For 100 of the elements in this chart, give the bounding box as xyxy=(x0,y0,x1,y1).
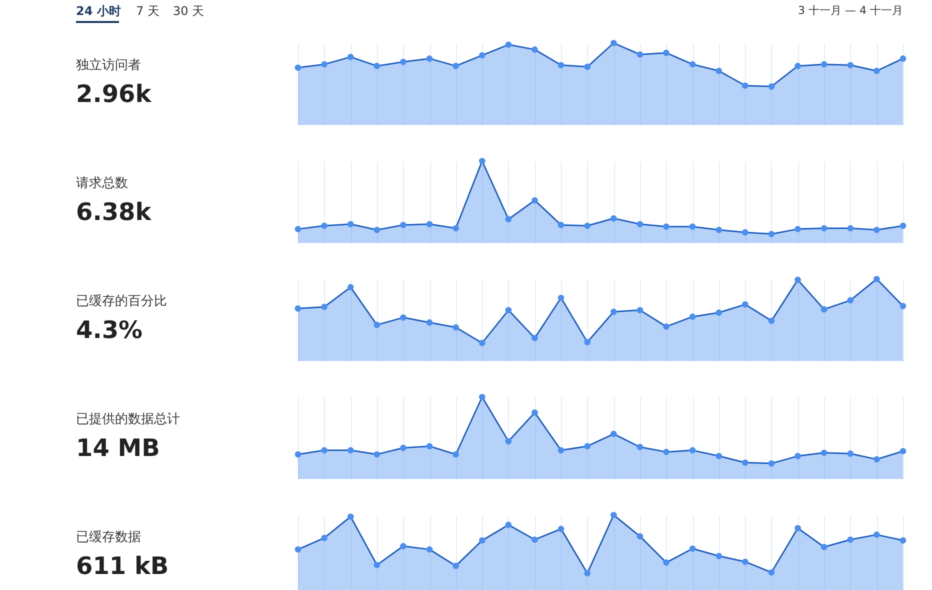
y-axis-title: 已缓存的百分比 xyxy=(76,294,167,309)
point xyxy=(636,533,644,540)
point xyxy=(874,532,880,538)
point xyxy=(400,58,406,66)
point xyxy=(742,229,748,236)
point xyxy=(636,51,644,58)
text: 2.96k xyxy=(76,80,152,108)
y-axis-title: 独立访问者 xyxy=(76,57,141,73)
point xyxy=(610,430,617,438)
point xyxy=(874,456,880,462)
point xyxy=(636,307,644,314)
point xyxy=(689,545,696,552)
point xyxy=(321,534,328,542)
point xyxy=(400,543,406,550)
point xyxy=(847,536,854,543)
point xyxy=(768,569,775,576)
point xyxy=(663,323,670,330)
point xyxy=(294,226,302,232)
y-axis-title: 已缓存数据 xyxy=(76,530,141,545)
point xyxy=(663,559,670,566)
point xyxy=(768,83,775,90)
point xyxy=(374,562,380,568)
point xyxy=(636,444,644,450)
point xyxy=(452,62,459,70)
text: 7 天 xyxy=(136,4,160,18)
point xyxy=(742,301,748,308)
point xyxy=(900,537,906,544)
point xyxy=(847,225,854,232)
point xyxy=(584,222,591,229)
point xyxy=(820,306,828,312)
point xyxy=(847,297,854,304)
point xyxy=(584,64,591,70)
point xyxy=(768,230,775,238)
point xyxy=(584,570,591,576)
point xyxy=(347,513,354,520)
point xyxy=(532,536,538,543)
point xyxy=(663,50,670,56)
point xyxy=(794,452,801,460)
point xyxy=(452,562,459,569)
point xyxy=(478,394,486,400)
point xyxy=(610,308,617,315)
point xyxy=(689,223,696,230)
point xyxy=(689,314,696,320)
point xyxy=(505,41,512,48)
point xyxy=(900,448,906,454)
point xyxy=(505,216,512,222)
point xyxy=(820,225,828,232)
point xyxy=(347,220,354,228)
text: 30 天 xyxy=(173,4,204,18)
point xyxy=(558,526,564,532)
point xyxy=(716,68,722,74)
point xyxy=(689,447,696,454)
point xyxy=(900,222,906,229)
point xyxy=(347,284,354,290)
point xyxy=(794,276,801,283)
point xyxy=(426,319,433,326)
point xyxy=(874,226,880,234)
point xyxy=(294,64,302,71)
point xyxy=(558,447,564,454)
text: 3 十一月 — 4 十一月 xyxy=(798,4,903,17)
y-axis-title: 请求总数 xyxy=(76,176,128,191)
point xyxy=(374,62,380,70)
point xyxy=(636,220,644,228)
point xyxy=(742,558,748,565)
point xyxy=(374,322,380,328)
point xyxy=(478,340,486,346)
point xyxy=(532,197,538,204)
point xyxy=(716,452,722,460)
point xyxy=(294,546,302,553)
point xyxy=(558,294,564,302)
point xyxy=(505,522,512,528)
point xyxy=(820,544,828,550)
point xyxy=(505,307,512,314)
point xyxy=(532,46,538,53)
point xyxy=(478,52,486,58)
point xyxy=(663,223,670,230)
point xyxy=(294,305,302,312)
point xyxy=(321,61,328,68)
point xyxy=(505,438,512,444)
point xyxy=(426,443,433,450)
text: 611 kB xyxy=(76,552,169,580)
text: 14 MB xyxy=(76,434,160,462)
point xyxy=(347,54,354,60)
point xyxy=(374,226,380,234)
point xyxy=(426,546,433,553)
point xyxy=(820,61,828,68)
point xyxy=(742,459,748,466)
point xyxy=(610,215,617,222)
point xyxy=(294,451,302,458)
point xyxy=(794,62,801,70)
point xyxy=(452,225,459,232)
point xyxy=(321,222,328,229)
point xyxy=(452,324,459,331)
point xyxy=(532,334,538,342)
point xyxy=(716,309,722,316)
point xyxy=(610,512,617,518)
point xyxy=(400,222,406,228)
text: 4.3% xyxy=(76,316,143,344)
point xyxy=(321,304,328,310)
point xyxy=(874,68,880,74)
